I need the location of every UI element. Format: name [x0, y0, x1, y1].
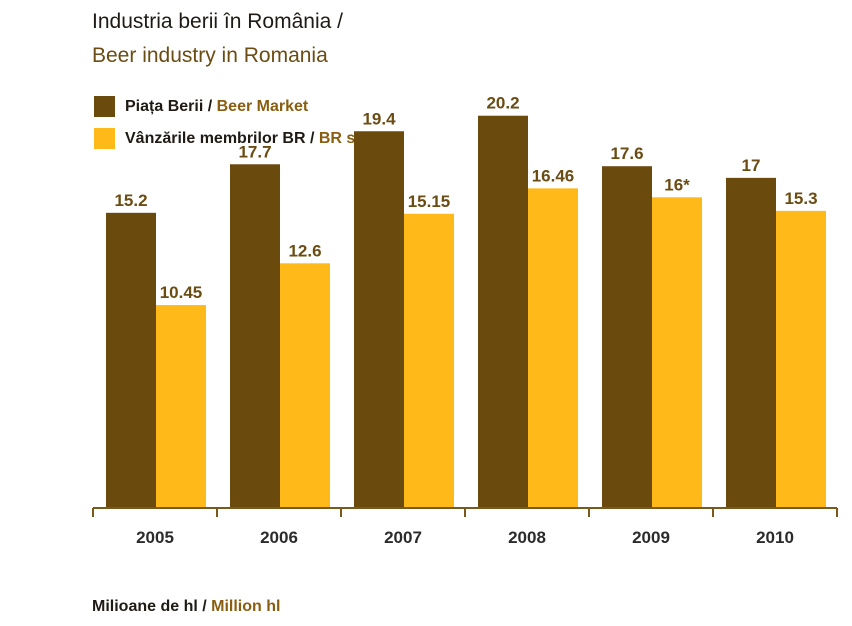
units-sep: /	[197, 598, 212, 615]
chart-title-ro: Industria berii în România /	[92, 10, 343, 33]
bar-br-sales-2009	[652, 197, 702, 508]
bar-beer-market-2005	[106, 212, 156, 509]
data-label: 19.4	[362, 109, 396, 128]
data-label: 17.6	[610, 144, 643, 163]
data-label: 20.2	[486, 94, 519, 113]
data-label: 10.45	[160, 283, 203, 302]
x-tick-label: 2009	[632, 528, 670, 547]
bar-br-sales-2005	[156, 305, 206, 508]
bar-beer-market-2009	[602, 166, 652, 508]
legend-item-beer-market: Piața Berii / Beer Market	[94, 96, 308, 117]
x-tick-label: 2008	[508, 528, 546, 547]
chart-title-en: Beer industry in Romania	[92, 44, 328, 67]
bar-beer-market-2010	[726, 177, 776, 509]
x-tick-label: 2007	[384, 528, 422, 547]
legend-swatch-br-sales	[94, 128, 115, 149]
data-label: 12.6	[288, 241, 321, 260]
bar-br-sales-2006	[280, 263, 330, 508]
legend-label-ro: Vânzările membrilor BR	[125, 129, 306, 147]
data-label: 16*	[664, 175, 690, 194]
data-label: 15.3	[784, 189, 817, 208]
bar-beer-market-2006	[230, 164, 280, 509]
units-label-en: Million hl	[211, 598, 281, 615]
units-label-ro: Milioane de hl	[92, 598, 198, 615]
units-label: Milioane de hl / Million hl	[92, 597, 280, 617]
x-tick-label: 2006	[260, 528, 298, 547]
bar-br-sales-2008	[528, 188, 578, 508]
legend-sep: /	[203, 97, 217, 115]
bar-br-sales-2010	[776, 210, 826, 508]
legend-label-ro: Piața Berii	[125, 97, 204, 115]
data-label: 15.15	[408, 192, 451, 211]
legend-label-en: Beer Market	[216, 97, 309, 115]
bar-beer-market-2007	[354, 131, 404, 508]
data-label: 17.7	[238, 142, 271, 161]
data-label: 17	[742, 156, 761, 175]
x-tick-label: 2005	[136, 528, 174, 547]
data-label: 15.2	[114, 191, 147, 210]
legend-sep: /	[305, 129, 319, 147]
x-tick-label: 2010	[756, 528, 794, 547]
bar-beer-market-2008	[478, 115, 528, 508]
bar-br-sales-2007	[404, 213, 454, 509]
legend-swatch-beer-market	[94, 96, 115, 117]
data-label: 16.46	[532, 166, 575, 185]
